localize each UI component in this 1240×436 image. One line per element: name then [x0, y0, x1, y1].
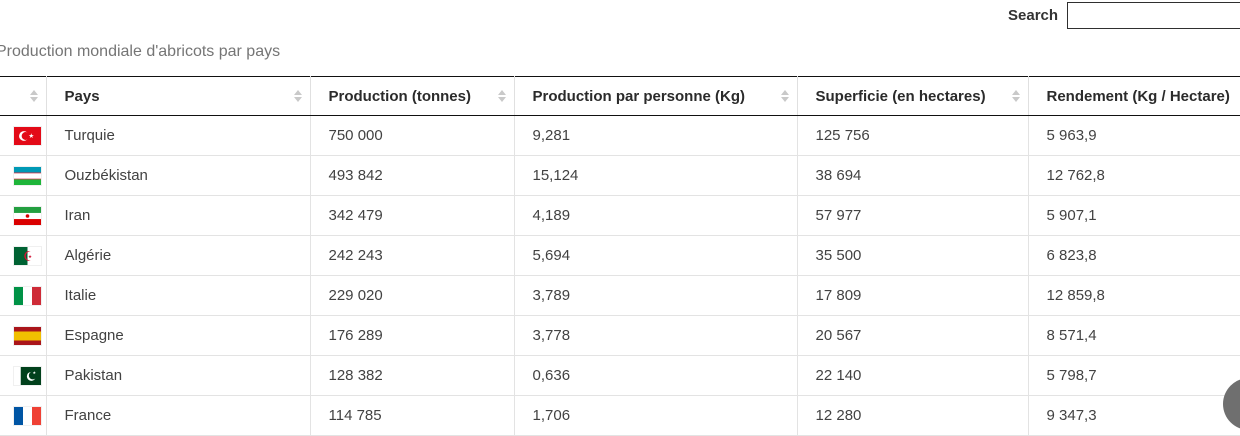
- cell-par-personne: 0,636: [514, 355, 798, 396]
- svg-text:★: ★: [28, 253, 33, 258]
- cell-rendement: 8 571,4: [1028, 315, 1240, 356]
- cell-pays: Espagne: [46, 315, 311, 356]
- cell-superficie: 125 756: [797, 115, 1029, 156]
- cell-superficie: 22 140: [797, 355, 1029, 396]
- cell-production: 750 000: [310, 115, 515, 156]
- cell-production: 342 479: [310, 195, 515, 236]
- floating-round-button[interactable]: [1223, 378, 1240, 430]
- cell-rendement: 9 347,3: [1028, 395, 1240, 436]
- svg-text:★: ★: [28, 133, 34, 140]
- svg-text:★: ★: [33, 370, 37, 375]
- cell-par-personne: 15,124: [514, 155, 798, 196]
- sort-arrows-icon[interactable]: [497, 90, 506, 102]
- cell-rendement: 5 907,1: [1028, 195, 1240, 236]
- algeria-flag-icon: ★: [14, 246, 41, 265]
- table-row: Espagne 176 289 3,778 20 567 8 571,4: [0, 315, 1240, 356]
- cell-par-personne: 3,789: [514, 275, 798, 316]
- column-header-production[interactable]: Production (tonnes): [310, 76, 515, 116]
- page-title: Production mondiale d'abricots par pays: [0, 43, 281, 60]
- italy-flag-icon: [14, 286, 41, 305]
- cell-pays: Algérie: [46, 235, 311, 276]
- cell-superficie: 38 694: [797, 155, 1029, 196]
- cell-pays: Turquie: [46, 115, 311, 156]
- cell-pays: Iran: [46, 195, 311, 236]
- cell-production: 114 785: [310, 395, 515, 436]
- pakistan-flag-icon: ★: [14, 366, 41, 385]
- cell-par-personne: 4,189: [514, 195, 798, 236]
- spain-flag-icon: [14, 326, 41, 345]
- cell-pays: France: [46, 395, 311, 436]
- column-header-superficie[interactable]: Superficie (en hectares): [797, 76, 1029, 116]
- cell-production: 493 842: [310, 155, 515, 196]
- cell-par-personne: 5,694: [514, 235, 798, 276]
- turkey-flag-icon: ★: [14, 126, 41, 145]
- sort-arrows-icon[interactable]: [1011, 90, 1020, 102]
- cell-rendement: 5 963,9: [1028, 115, 1240, 156]
- cell-rendement: 12 762,8: [1028, 155, 1240, 196]
- search-input[interactable]: [1067, 2, 1240, 29]
- column-header-pays[interactable]: Pays: [46, 76, 311, 116]
- table-row: ★ Algérie 242 243 5,694 35 500 6 823,8: [0, 235, 1240, 276]
- cell-par-personne: 3,778: [514, 315, 798, 356]
- cell-superficie: 57 977: [797, 195, 1029, 236]
- sort-arrows-icon[interactable]: [29, 90, 38, 102]
- cell-pays: Italie: [46, 275, 311, 316]
- column-header-production-par-personne[interactable]: Production par personne (Kg): [514, 76, 798, 116]
- sort-arrows-icon[interactable]: [293, 90, 302, 102]
- cell-rendement: 6 823,8: [1028, 235, 1240, 276]
- cell-superficie: 17 809: [797, 275, 1029, 316]
- cell-par-personne: 1,706: [514, 395, 798, 436]
- table-row: Ouzbékistan 493 842 15,124 38 694 12 762…: [0, 155, 1240, 196]
- table-row: ★ Pakistan 128 382 0,636 22 140 5 798,7: [0, 355, 1240, 396]
- column-header-flag[interactable]: [0, 76, 47, 116]
- apricot-production-table: Pays Production (tonnes) Production par …: [0, 76, 1240, 436]
- cell-production: 242 243: [310, 235, 515, 276]
- cell-production: 229 020: [310, 275, 515, 316]
- france-flag-icon: [14, 406, 41, 425]
- cell-superficie: 35 500: [797, 235, 1029, 276]
- cell-par-personne: 9,281: [514, 115, 798, 156]
- table-row: France 114 785 1,706 12 280 9 347,3: [0, 395, 1240, 436]
- cell-production: 176 289: [310, 315, 515, 356]
- table-search: Search: [1008, 2, 1240, 29]
- table-row: Iran 342 479 4,189 57 977 5 907,1: [0, 195, 1240, 236]
- cell-rendement: 5 798,7: [1028, 355, 1240, 396]
- cell-superficie: 20 567: [797, 315, 1029, 356]
- cell-superficie: 12 280: [797, 395, 1029, 436]
- cell-pays: Ouzbékistan: [46, 155, 311, 196]
- table-row: ★ Turquie 750 000 9,281 125 756 5 963,9: [0, 115, 1240, 156]
- table-header-row: Pays Production (tonnes) Production par …: [0, 76, 1240, 116]
- table-row: Italie 229 020 3,789 17 809 12 859,8: [0, 275, 1240, 316]
- search-label: Search: [1008, 7, 1059, 24]
- cell-rendement: 12 859,8: [1028, 275, 1240, 316]
- iran-flag-icon: [14, 206, 41, 225]
- uzbekistan-flag-icon: [14, 166, 41, 185]
- sort-arrows-icon[interactable]: [780, 90, 789, 102]
- column-header-rendement[interactable]: Rendement (Kg / Hectare): [1028, 76, 1240, 116]
- cell-pays: Pakistan: [46, 355, 311, 396]
- cell-production: 128 382: [310, 355, 515, 396]
